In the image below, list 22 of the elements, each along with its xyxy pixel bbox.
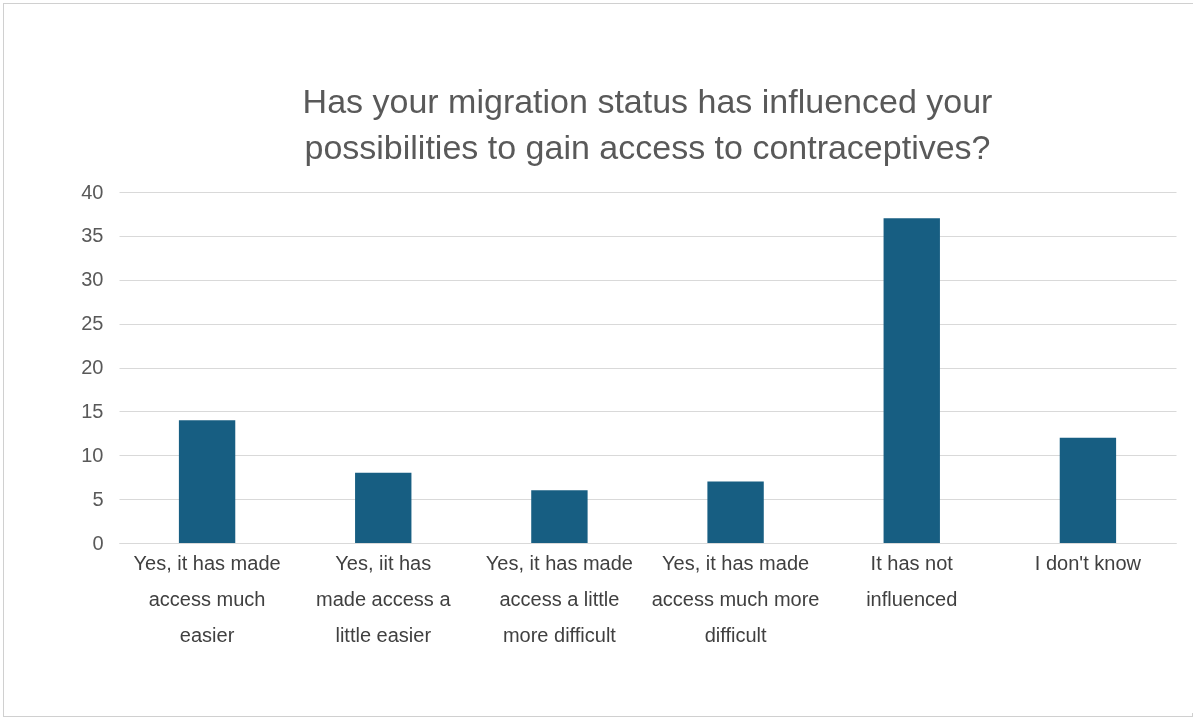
y-tick-label: 40: [81, 180, 104, 203]
bar: [1059, 437, 1117, 543]
x-tick-label: Yes, it has made access much more difficult: [651, 551, 820, 646]
y-tick-label: 10: [81, 443, 104, 466]
x-tick-label: Yes, it has made access a little more difficult: [485, 551, 633, 646]
bar: [355, 472, 412, 543]
y-tick-label: 0: [92, 531, 104, 554]
x-tick-label: I don't know: [1034, 551, 1142, 574]
chart-title: Has your migration status has influenced your possibilities to gain access to contraceptives?: [302, 82, 993, 166]
y-tick-label: 20: [81, 356, 104, 378]
x-tick-label: Yes, iit has made access a little easier: [315, 551, 452, 646]
y-tick-label: 25: [81, 312, 104, 335]
bar: [707, 481, 764, 543]
y-tick-label: 15: [81, 399, 104, 422]
bar: [883, 218, 940, 543]
y-tick-label: 5: [92, 487, 104, 510]
y-tick-label: 35: [81, 224, 104, 247]
x-tick-label: Yes, it has made access much easier: [133, 551, 281, 646]
x-tick-label: It has not influenced: [866, 551, 958, 610]
y-tick-label: 30: [81, 268, 104, 291]
bar: [531, 490, 588, 543]
bar: [178, 420, 236, 543]
